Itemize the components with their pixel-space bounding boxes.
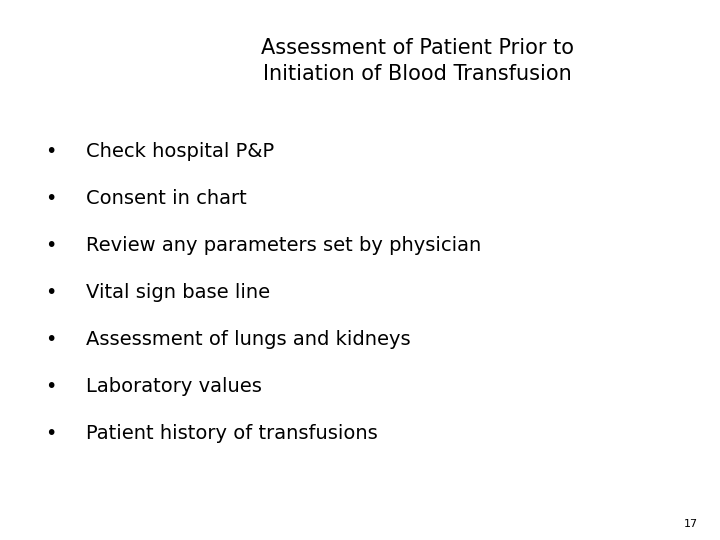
Text: Review any parameters set by physician: Review any parameters set by physician: [86, 235, 482, 255]
Text: Check hospital P&P: Check hospital P&P: [86, 141, 274, 161]
Text: •: •: [45, 188, 56, 208]
Text: •: •: [45, 423, 56, 443]
Text: Assessment of Patient Prior to
Initiation of Blood Transfusion: Assessment of Patient Prior to Initiatio…: [261, 38, 574, 84]
Text: •: •: [45, 141, 56, 161]
Text: •: •: [45, 282, 56, 302]
Text: •: •: [45, 235, 56, 255]
Text: Laboratory values: Laboratory values: [86, 376, 262, 396]
Text: •: •: [45, 376, 56, 396]
Text: Patient history of transfusions: Patient history of transfusions: [86, 423, 378, 443]
Text: Consent in chart: Consent in chart: [86, 188, 247, 208]
Text: Vital sign base line: Vital sign base line: [86, 282, 271, 302]
Text: Assessment of lungs and kidneys: Assessment of lungs and kidneys: [86, 329, 411, 349]
Text: 17: 17: [684, 519, 698, 529]
Text: •: •: [45, 329, 56, 349]
